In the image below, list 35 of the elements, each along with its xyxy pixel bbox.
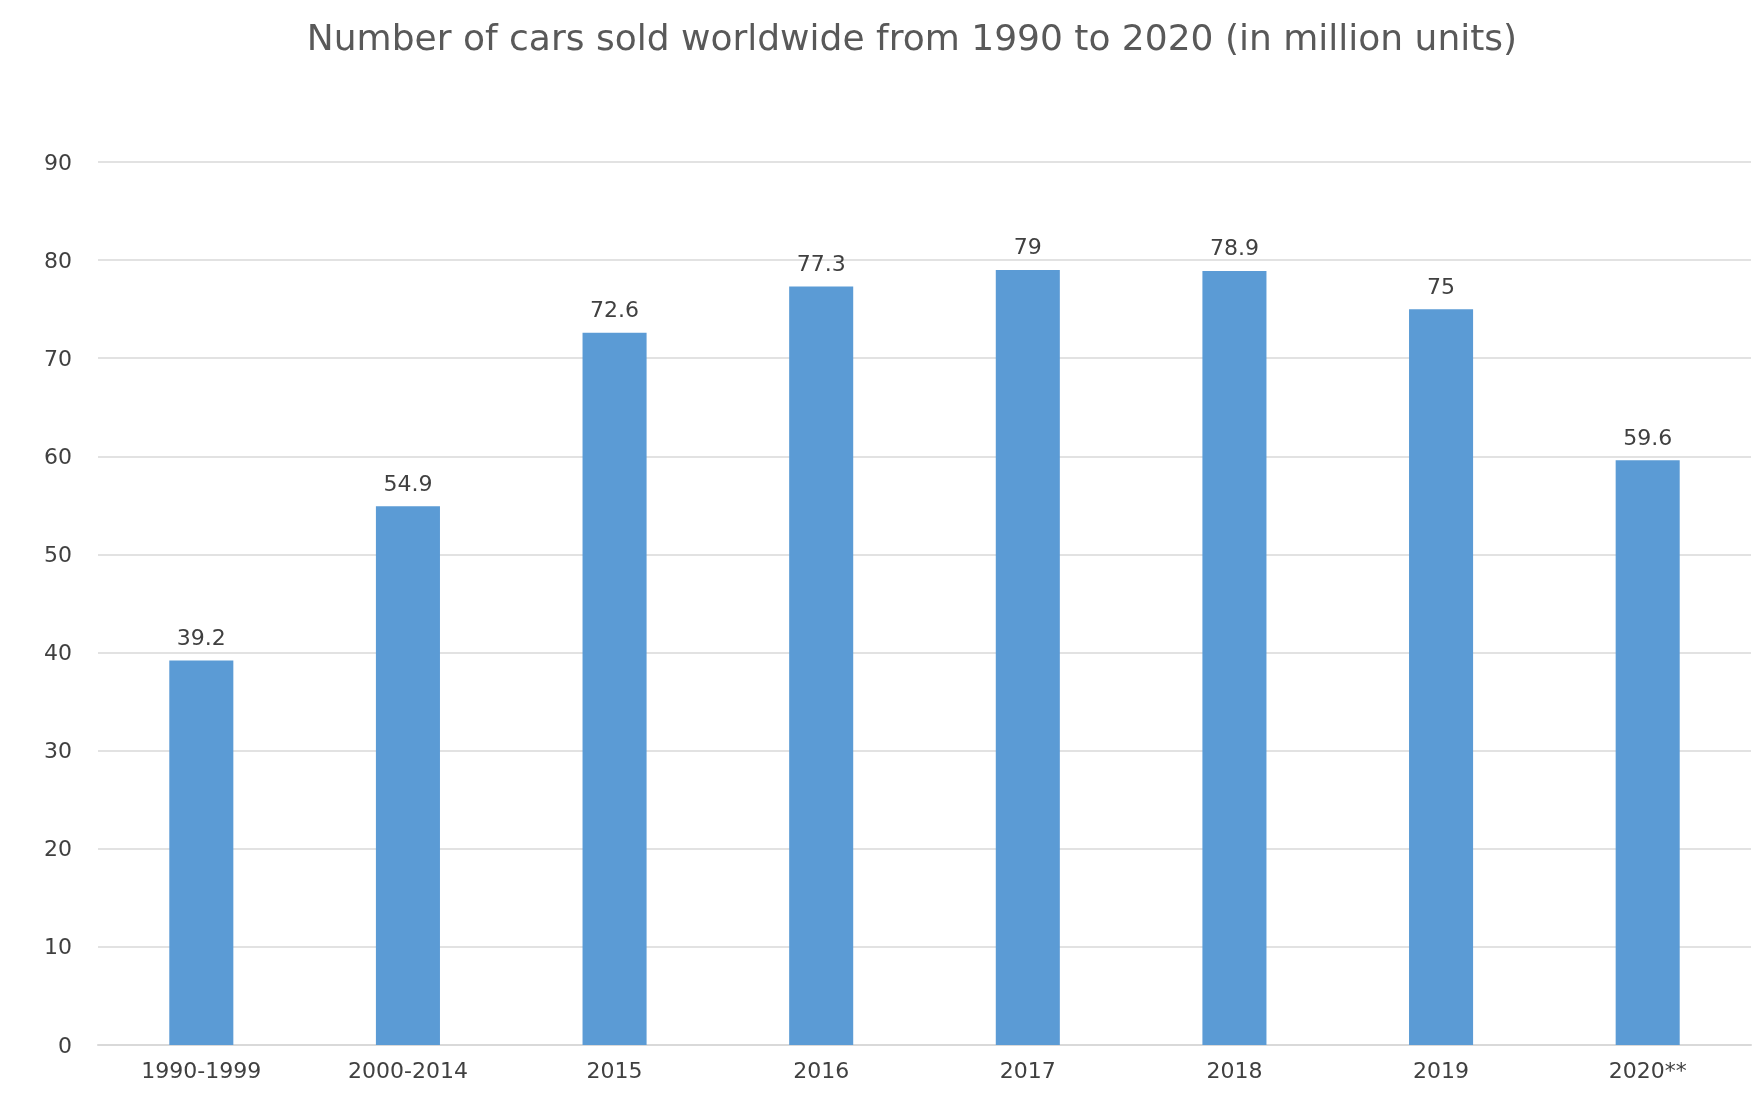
y-tick-label: 80 xyxy=(44,247,72,273)
data-label: 54.9 xyxy=(383,470,433,496)
x-tick-label: 2018 xyxy=(1206,1057,1263,1083)
y-tick-label: 30 xyxy=(44,738,72,764)
x-tick-label: 2019 xyxy=(1413,1057,1470,1083)
data-label: 75 xyxy=(1427,273,1456,299)
bar xyxy=(995,269,1060,1045)
bar xyxy=(1202,270,1267,1045)
x-tick-label: 2017 xyxy=(999,1057,1056,1083)
data-label: 72.6 xyxy=(590,297,640,323)
bar xyxy=(1615,460,1680,1045)
y-tick-label: 70 xyxy=(44,345,72,371)
y-tick-label: 20 xyxy=(44,836,72,862)
x-tick-label: 2000-2014 xyxy=(347,1057,468,1083)
y-tick-label: 90 xyxy=(44,149,72,175)
data-label: 39.2 xyxy=(176,624,226,650)
y-tick-label: 40 xyxy=(44,640,72,666)
y-tick-label: 0 xyxy=(58,1032,72,1058)
x-tick-label: 1990-1999 xyxy=(141,1057,262,1083)
data-label: 77.3 xyxy=(796,251,846,277)
data-label: 79 xyxy=(1013,234,1042,260)
bar xyxy=(375,506,440,1045)
x-tick-label: 2020** xyxy=(1608,1057,1687,1083)
x-tick-label: 2016 xyxy=(793,1057,850,1083)
x-tick-label: 2015 xyxy=(586,1057,643,1083)
y-tick-label: 10 xyxy=(44,934,72,960)
bar xyxy=(169,660,234,1045)
chart-title: Number of cars sold worldwide from 1990 to 2020 (in million units) xyxy=(306,16,1518,58)
bar xyxy=(582,332,647,1045)
bar xyxy=(789,286,854,1045)
data-label: 78.9 xyxy=(1209,235,1259,261)
y-tick-label: 60 xyxy=(44,443,72,469)
bar xyxy=(1409,309,1474,1045)
data-label: 59.6 xyxy=(1623,424,1673,450)
y-tick-label: 50 xyxy=(44,541,72,567)
